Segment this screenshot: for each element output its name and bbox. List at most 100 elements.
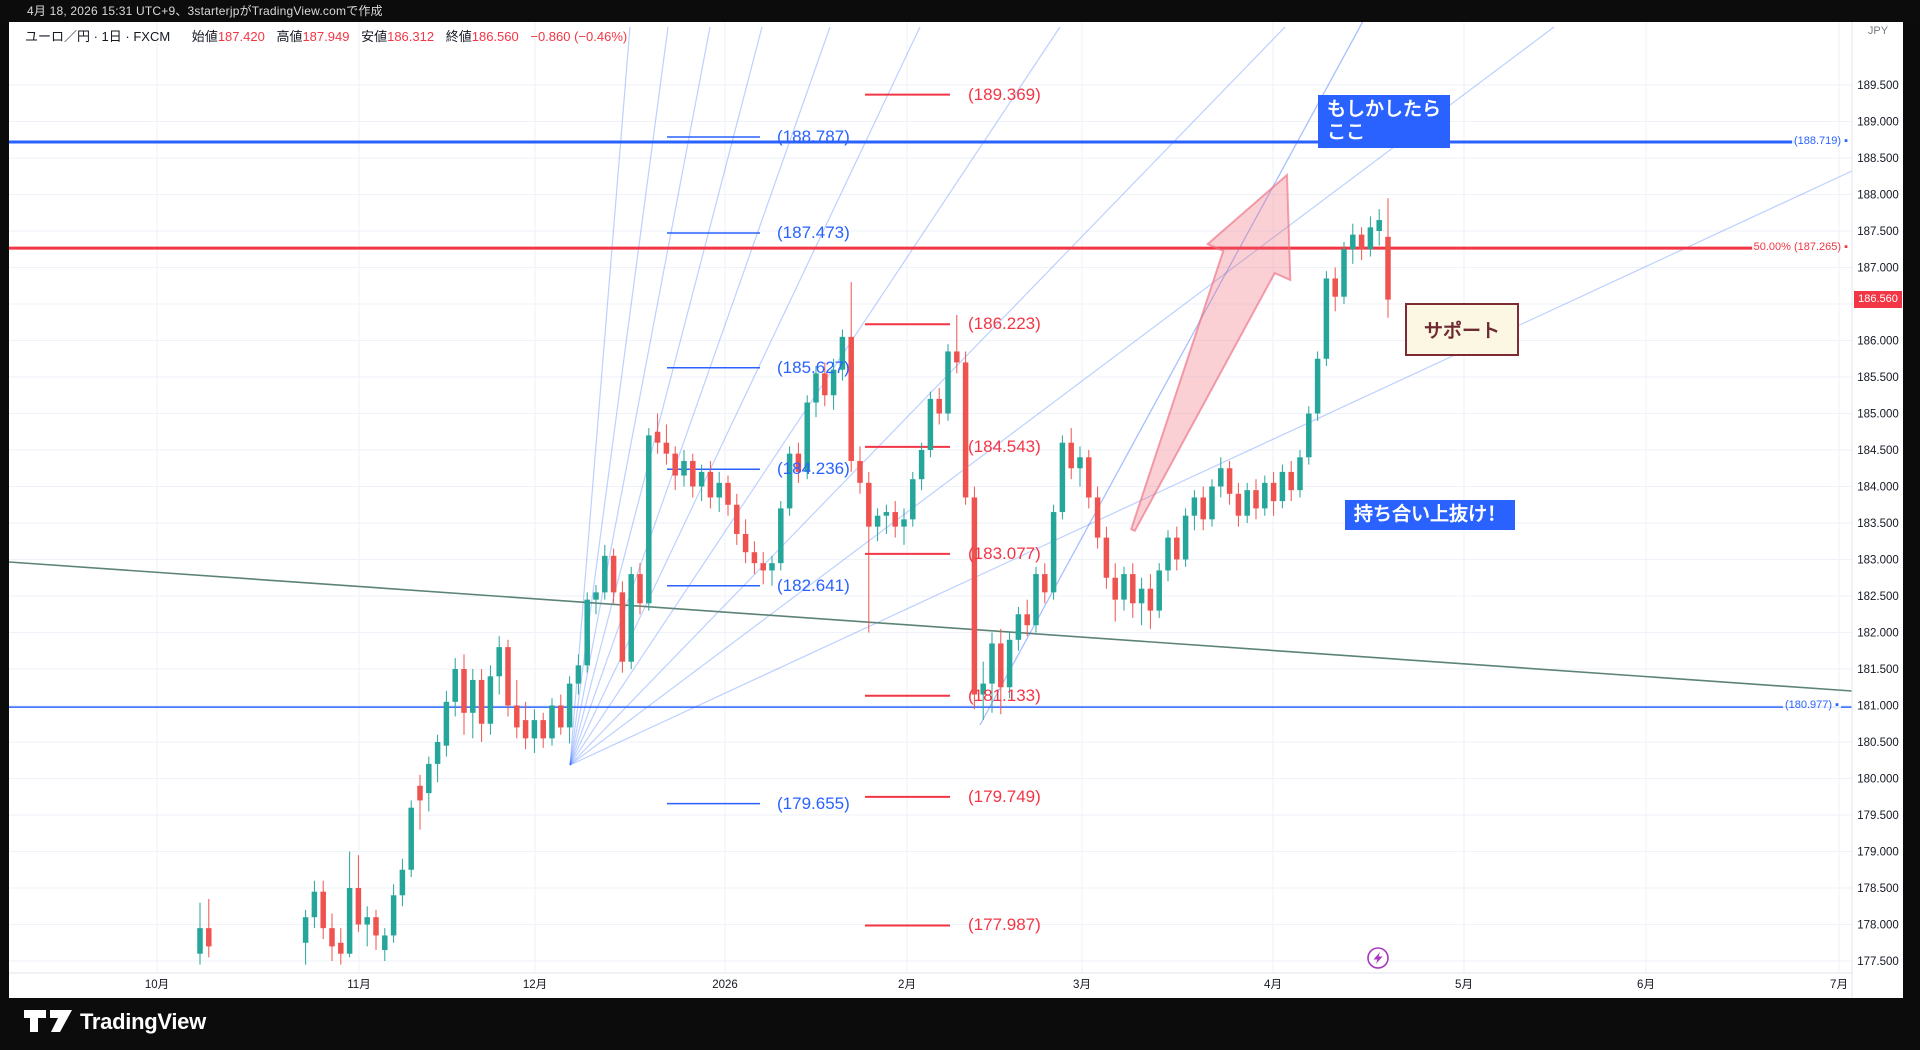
candle-body [1314, 358, 1321, 414]
candle-body [778, 508, 784, 564]
price-axis[interactable]: 189.500 189.000 188.500 188.000 187.500 187.0… [1857, 80, 1899, 968]
candle-body [742, 533, 749, 553]
annotation-breakout[interactable]: 持ち合い上抜け！ [1345, 500, 1516, 531]
annotation-maybe-here[interactable]: もしかしたら ここ [1318, 95, 1451, 149]
candle-body [329, 928, 335, 947]
candle-body [681, 460, 687, 476]
candle-body [716, 482, 722, 498]
fib-level-label[interactable]: (184.543) [968, 436, 1041, 456]
candle-body [1165, 537, 1171, 571]
candle-body [461, 669, 467, 713]
annotation-maybe-here-line2: ここ [1327, 122, 1366, 144]
candle-body [338, 942, 344, 954]
price-tick-label: 180.000 [1857, 774, 1899, 786]
candle-body [857, 460, 863, 483]
fib-level-label[interactable]: (189.369) [968, 84, 1041, 104]
symbol-info-bar: ユーロ／円 · 1日 · FXCM 始値187.420 高値187.949 安値… [25, 26, 627, 45]
candle-body [522, 720, 529, 739]
fib-level-label[interactable]: (183.077) [968, 543, 1041, 563]
candle-body [1218, 468, 1224, 487]
time-tick-label: 2026 [712, 979, 738, 991]
price-tick-label: 183.500 [1857, 518, 1899, 530]
price-tick-label: 182.500 [1857, 591, 1899, 603]
price-tick-label: 184.000 [1857, 482, 1899, 494]
open-value: 187.420 [217, 29, 265, 44]
candle-body [690, 460, 696, 487]
price-tick-label: 179.500 [1857, 810, 1899, 822]
low-value: 186.312 [387, 29, 435, 44]
annotation-support[interactable]: サポート [1405, 303, 1520, 356]
candle-body [646, 435, 652, 604]
tradingview-logo-icon[interactable] [22, 1006, 100, 1046]
candle-body [989, 643, 995, 684]
candle-body [452, 669, 458, 702]
fib-level-label[interactable]: (187.473) [777, 222, 850, 242]
fib-level-label[interactable]: (186.223) [968, 314, 1041, 334]
price-tick-label: 185.500 [1857, 372, 1899, 384]
candle-body [531, 720, 538, 739]
gann-fan [569, 26, 1852, 766]
price-tick-label: 188.500 [1857, 153, 1899, 165]
candle-body [962, 362, 969, 498]
candle-body [760, 563, 766, 571]
candle-body [1235, 493, 1242, 516]
fib-level-label[interactable]: (181.133) [968, 685, 1041, 705]
candle-body [883, 512, 890, 516]
candle-body [954, 351, 960, 363]
candle-body [434, 742, 441, 764]
steep-ascending [979, 22, 1364, 726]
fib-level-label[interactable]: (185.627) [777, 357, 850, 377]
candle-body [1147, 588, 1154, 611]
candle-body [478, 679, 485, 724]
candle-body [998, 643, 1004, 688]
fib-level-label[interactable]: (188.787) [777, 127, 850, 147]
close-label: 終値 [445, 29, 472, 44]
candle-body [1385, 236, 1391, 300]
time-axis[interactable]: 10月 11月 12月 2026 2月 3月 4月 5月 6月 7月 [145, 979, 1848, 991]
candle-body [505, 647, 511, 706]
candle-body [1006, 639, 1013, 688]
fib-level-label[interactable]: (184.236) [777, 459, 850, 479]
price-tick-label: 181.500 [1857, 664, 1899, 676]
annotation-maybe-here-line1: もしかしたら [1327, 99, 1442, 120]
time-tick-label: 4月 [1264, 979, 1282, 991]
candle-body [443, 701, 450, 746]
candle-body [470, 679, 476, 713]
candle-body [496, 647, 502, 677]
candle-body [206, 928, 212, 947]
candle-body [1138, 588, 1145, 604]
price-tick-label: 184.500 [1857, 445, 1899, 457]
candle-body [602, 555, 608, 593]
price-tick-label: 177.500 [1857, 956, 1899, 968]
candle-body [830, 369, 837, 396]
price-tick-label: 183.000 [1857, 555, 1899, 567]
candle-body [628, 574, 634, 662]
price-tick-label: 189.500 [1857, 80, 1899, 92]
fib-level-label[interactable]: (177.987) [968, 915, 1041, 935]
time-tick-label: 7月 [1830, 979, 1848, 991]
fib-level-label[interactable]: (179.749) [968, 786, 1041, 806]
candle-body [804, 402, 810, 472]
price-tick-label: 180.500 [1857, 737, 1899, 749]
tradingview-logo-text[interactable]: TradingView [80, 1009, 206, 1034]
fib-level-label[interactable]: (179.655) [777, 793, 850, 813]
candle-body [1191, 497, 1198, 516]
price-tick-label: 187.500 [1857, 226, 1899, 238]
grid [9, 22, 1852, 973]
descending-resistance [9, 561, 1852, 692]
candle-body [487, 676, 494, 724]
candle-body [786, 453, 793, 509]
price-tick-label: 186.000 [1857, 336, 1899, 348]
candle-body [866, 482, 872, 527]
candle-body [1332, 278, 1338, 297]
fib-level-label[interactable]: (182.641) [777, 575, 850, 595]
symbol-title[interactable]: ユーロ／円 · 1日 · FXCM [25, 29, 171, 44]
candle-body [1103, 537, 1110, 578]
candle-body [654, 431, 661, 443]
candle-body [1367, 227, 1374, 250]
candle-body [1182, 515, 1189, 560]
candle-body [1341, 249, 1347, 297]
candle-body [663, 442, 670, 454]
candle-body [390, 895, 397, 936]
